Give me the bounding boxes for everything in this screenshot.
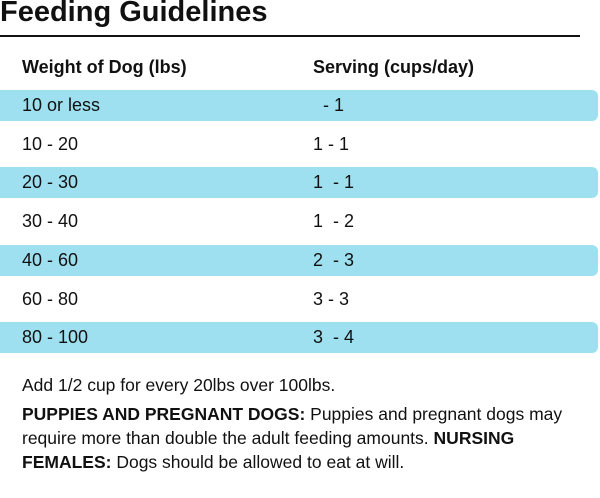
table-row: 60 - 80 3 - 3 [0,284,598,315]
table-cell: 3 - 4 [313,327,355,348]
table-cell: 10 or less [22,95,101,115]
table-cell: 80 - 100 [22,327,89,348]
table-cell: 60 - 80 [22,288,79,309]
table-row: 30 - 40 1 - 2 [0,206,598,237]
table-row: 40 - 60 2 - 3 [0,244,598,276]
table-cell: 1 - 2 [313,211,355,232]
title: Feeding Guidelines [0,0,268,28]
column-header: Weight of Dog (lbs) [22,57,187,77]
text: Dogs should be allowed to eat at will. [116,452,405,472]
table-row: 10 or less - 1 [0,90,598,121]
table-cell: 1 - 1 [313,133,350,154]
table-row: 10 - 20 1 - 1 [0,129,598,160]
table-cell: 20 - 30 [22,172,79,193]
table-row: 80 - 100 3 - 4 [0,322,598,354]
table-cell: 30 - 40 [22,211,79,232]
text: Puppies and pregnant dogs may require mo… [22,404,563,448]
table-cell: 2 - 3 [313,249,355,270]
divider [0,35,580,37]
table-row: 20 - 30 1 - 1 [0,167,598,199]
table-cell: 40 - 60 [22,249,79,270]
table-cell: 1 - 1 [313,172,355,193]
paragraph: PUPPIES AND PREGNANT DOGS: Puppies and p… [22,402,594,474]
label: PUPPIES AND PREGNANT DOGS: [22,404,306,424]
note: Add 1/2 cup for every 20lbs over 100lbs. [22,375,336,395]
label: NURSING FEMALES: [22,428,515,472]
column-header: Serving (cups/day) [313,57,475,77]
table-cell: 10 - 20 [22,133,79,154]
table-cell: 3 - 3 [313,288,350,309]
table-cell: - 1 [313,95,345,115]
